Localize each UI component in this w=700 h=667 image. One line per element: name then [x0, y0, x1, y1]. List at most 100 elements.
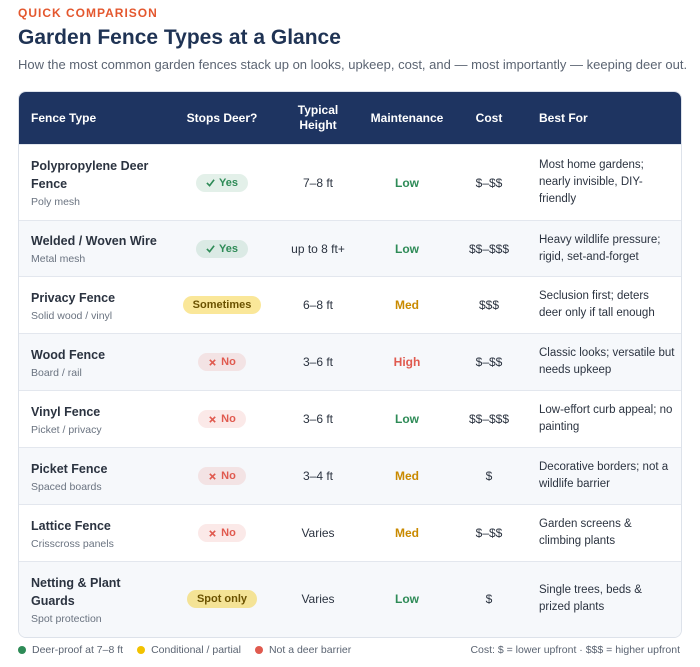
deer-label: Spot only: [196, 593, 248, 606]
fence-material: Board / rail: [31, 366, 82, 379]
fence-cell: Lattice Fence Crisscross panels: [19, 504, 171, 562]
maintenance-cell: Low: [363, 561, 451, 637]
height-cell: 3–6 ft: [273, 333, 363, 391]
cost-cell: $: [451, 447, 527, 505]
deer-badge: No: [198, 467, 246, 485]
table-row: Vinyl Fence Picket / privacy No 3–6 ft Low $$…: [19, 390, 681, 448]
height-cell: up to 8 ft+: [273, 220, 363, 277]
title: Garden Fence Types at a Glance: [18, 26, 341, 49]
deer-label: No: [221, 356, 236, 368]
deer-label: Yes: [219, 242, 238, 255]
fence-cell: Privacy Fence Solid wood / vinyl: [19, 276, 171, 334]
legend-dot: [254, 646, 263, 654]
best-for-cell: Garden screens & climbing plants: [527, 504, 681, 562]
badge-icon: [206, 245, 215, 253]
deer-cell: Yes: [171, 220, 273, 277]
table-row: Picket Fence Spaced boards No 3–4 ft Med $ Dec…: [19, 447, 681, 505]
badge-icon: [209, 415, 216, 423]
table-row: Wood Fence Board / rail No 3–6 ft High $–$$ Cl…: [19, 333, 681, 391]
deer-label: No: [221, 527, 236, 539]
fence-material: Spaced boards: [31, 480, 102, 493]
legend: Deer-proof at 7–8 ft Conditional / partia…: [18, 644, 680, 656]
fence-name: Wood Fence: [31, 347, 106, 362]
best-for-cell: Most home gardens; nearly invisible, DIY…: [527, 144, 681, 221]
fence-cell: Vinyl Fence Picket / privacy: [19, 390, 171, 448]
table-row: Lattice Fence Crisscross panels No Varies Me…: [19, 504, 681, 562]
cost-cell: $–$$: [451, 333, 527, 391]
deer-cell: Yes: [171, 144, 273, 221]
cost-note: Cost: $ = lower upfront · $$$ = higher u…: [470, 644, 680, 656]
legend-dot: [137, 646, 146, 654]
deer-cell: No: [171, 447, 273, 505]
legend-label: Conditional / partial: [151, 644, 241, 656]
cost-cell: $$$: [451, 276, 527, 334]
subtitle: How the most common garden fences stack …: [18, 57, 688, 72]
legend-dot: [18, 646, 26, 654]
header-row: Fence Type Stops Deer? Typical Height Maint…: [19, 92, 681, 145]
comparison-table: Fence Type Stops Deer? Typical Height Maint…: [19, 92, 681, 637]
cost-cell: $–$$: [451, 144, 527, 221]
column-header: Fence Type: [19, 92, 171, 145]
fence-cell: Wood Fence Board / rail: [19, 333, 171, 391]
deer-badge: Spot only: [186, 590, 258, 609]
deer-badge: Sometimes: [182, 296, 262, 314]
cost-cell: $: [451, 561, 527, 637]
fence-name: Picket Fence: [31, 461, 108, 476]
fence-material: Poly mesh: [31, 196, 81, 208]
cost-cell: $$–$$$: [451, 220, 527, 277]
legend-item: Conditional / partial: [137, 644, 241, 656]
best-for-cell: Classic looks; versatile but needs upkee…: [527, 333, 681, 391]
deer-cell: Sometimes: [171, 276, 273, 334]
best-for-cell: Seclusion first; deters deer only if tal…: [527, 276, 681, 334]
deer-label: Sometimes: [192, 299, 252, 311]
legend-label: Deer-proof at 7–8 ft: [32, 644, 124, 656]
deer-cell: No: [171, 504, 273, 562]
maintenance-cell: Low: [363, 390, 451, 448]
deer-badge: No: [198, 524, 246, 542]
cost-cell: $–$$: [451, 504, 527, 562]
fence-cell: Polypropylene Deer Fence Poly mesh: [19, 144, 171, 221]
deer-badge: No: [198, 353, 246, 371]
deer-badge: Yes: [196, 239, 248, 258]
column-header: Best For: [527, 92, 681, 145]
best-for-cell: Low-effort curb appeal; no painting: [527, 390, 681, 448]
column-header: Stops Deer?: [171, 92, 273, 145]
maintenance-cell: Med: [363, 447, 451, 505]
deer-badge: Yes: [196, 173, 248, 192]
column-header: Cost: [451, 92, 527, 145]
deer-badge: No: [198, 410, 246, 428]
maintenance-cell: Med: [363, 504, 451, 562]
eyebrow: QUICK COMPARISON: [18, 6, 158, 20]
column-header: Maintenance: [363, 92, 451, 145]
fence-name: Welded / Woven Wire: [31, 234, 157, 248]
cost-cell: $$–$$$: [451, 390, 527, 448]
height-cell: Varies: [273, 561, 363, 637]
fence-name: Lattice Fence: [31, 518, 111, 533]
height-cell: Varies: [273, 504, 363, 562]
height-cell: 3–6 ft: [273, 390, 363, 448]
badge-icon: [209, 358, 216, 366]
deer-cell: No: [171, 333, 273, 391]
maintenance-cell: Low: [363, 220, 451, 277]
height-cell: 7–8 ft: [273, 144, 363, 221]
badge-icon: [209, 529, 216, 537]
fence-material: Metal mesh: [31, 253, 86, 265]
table-row: Privacy Fence Solid wood / vinyl Sometimes…: [19, 276, 681, 334]
fence-material: Crisscross panels: [31, 537, 114, 550]
height-cell: 6–8 ft: [273, 276, 363, 334]
maintenance-cell: Low: [363, 144, 451, 221]
column-header: Typical Height: [273, 92, 363, 145]
deer-label: No: [221, 470, 236, 482]
fence-cell: Picket Fence Spaced boards: [19, 447, 171, 505]
badge-icon: [209, 472, 216, 480]
best-for-cell: Single trees, beds & prized plants: [527, 561, 681, 637]
table-row: Welded / Woven Wire Metal mesh Yes up to 8 …: [19, 220, 681, 277]
fence-name: Netting & Plant Guards: [31, 575, 121, 608]
fence-name: Polypropylene Deer Fence: [31, 159, 149, 191]
table-card: Fence Type Stops Deer? Typical Height Maint…: [18, 91, 682, 638]
deer-cell: Spot only: [171, 561, 273, 637]
table-row: Polypropylene Deer Fence Poly mesh Yes 7–8 …: [19, 144, 681, 221]
badge-icon: [206, 179, 215, 187]
deer-label: Yes: [219, 176, 238, 189]
